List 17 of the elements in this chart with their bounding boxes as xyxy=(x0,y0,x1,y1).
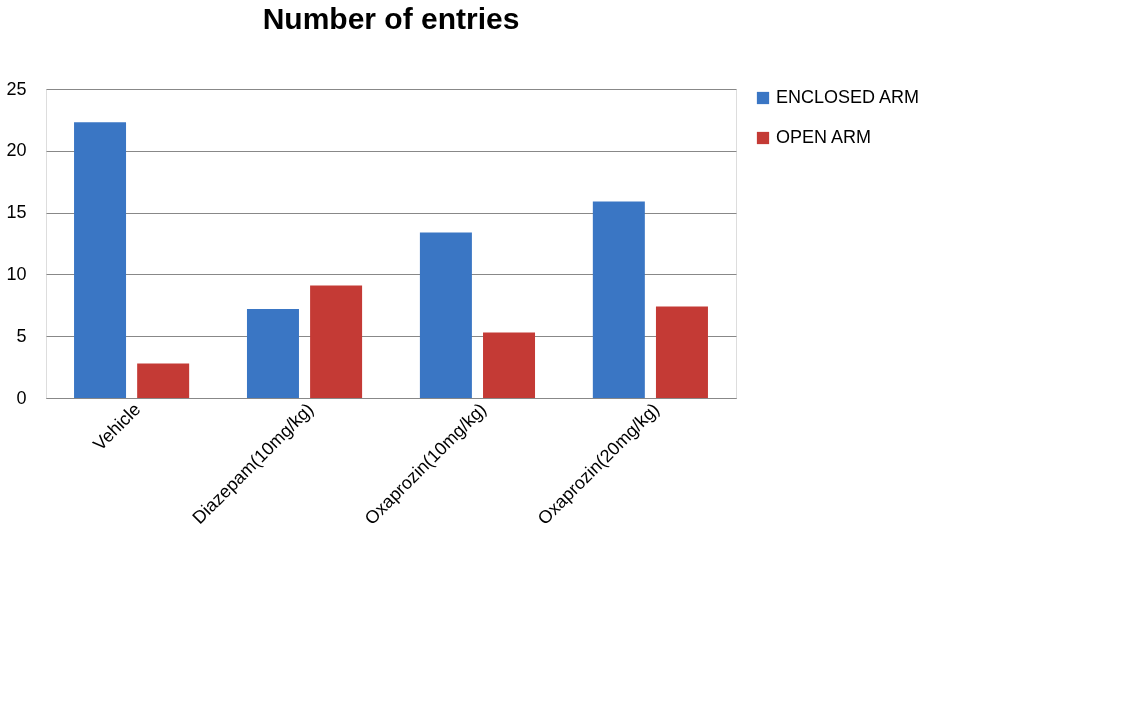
y-tick-label: 25 xyxy=(6,78,27,99)
bar xyxy=(655,306,708,398)
bar xyxy=(137,363,190,398)
y-tick-label: 20 xyxy=(6,140,27,161)
bar xyxy=(310,285,363,398)
bar xyxy=(74,122,127,398)
legend-label: OPEN ARM xyxy=(776,127,872,147)
y-tick-label: 0 xyxy=(16,387,27,408)
bar xyxy=(246,309,299,398)
bar xyxy=(592,201,645,398)
bar xyxy=(483,332,536,398)
y-tick-label: 5 xyxy=(16,325,27,346)
y-tick-label: 15 xyxy=(6,202,27,223)
legend-label: ENCLOSED ARM xyxy=(776,87,920,107)
bar xyxy=(419,232,472,398)
y-tick-label: 10 xyxy=(6,263,27,284)
chart-title: Number of entries xyxy=(262,2,520,35)
